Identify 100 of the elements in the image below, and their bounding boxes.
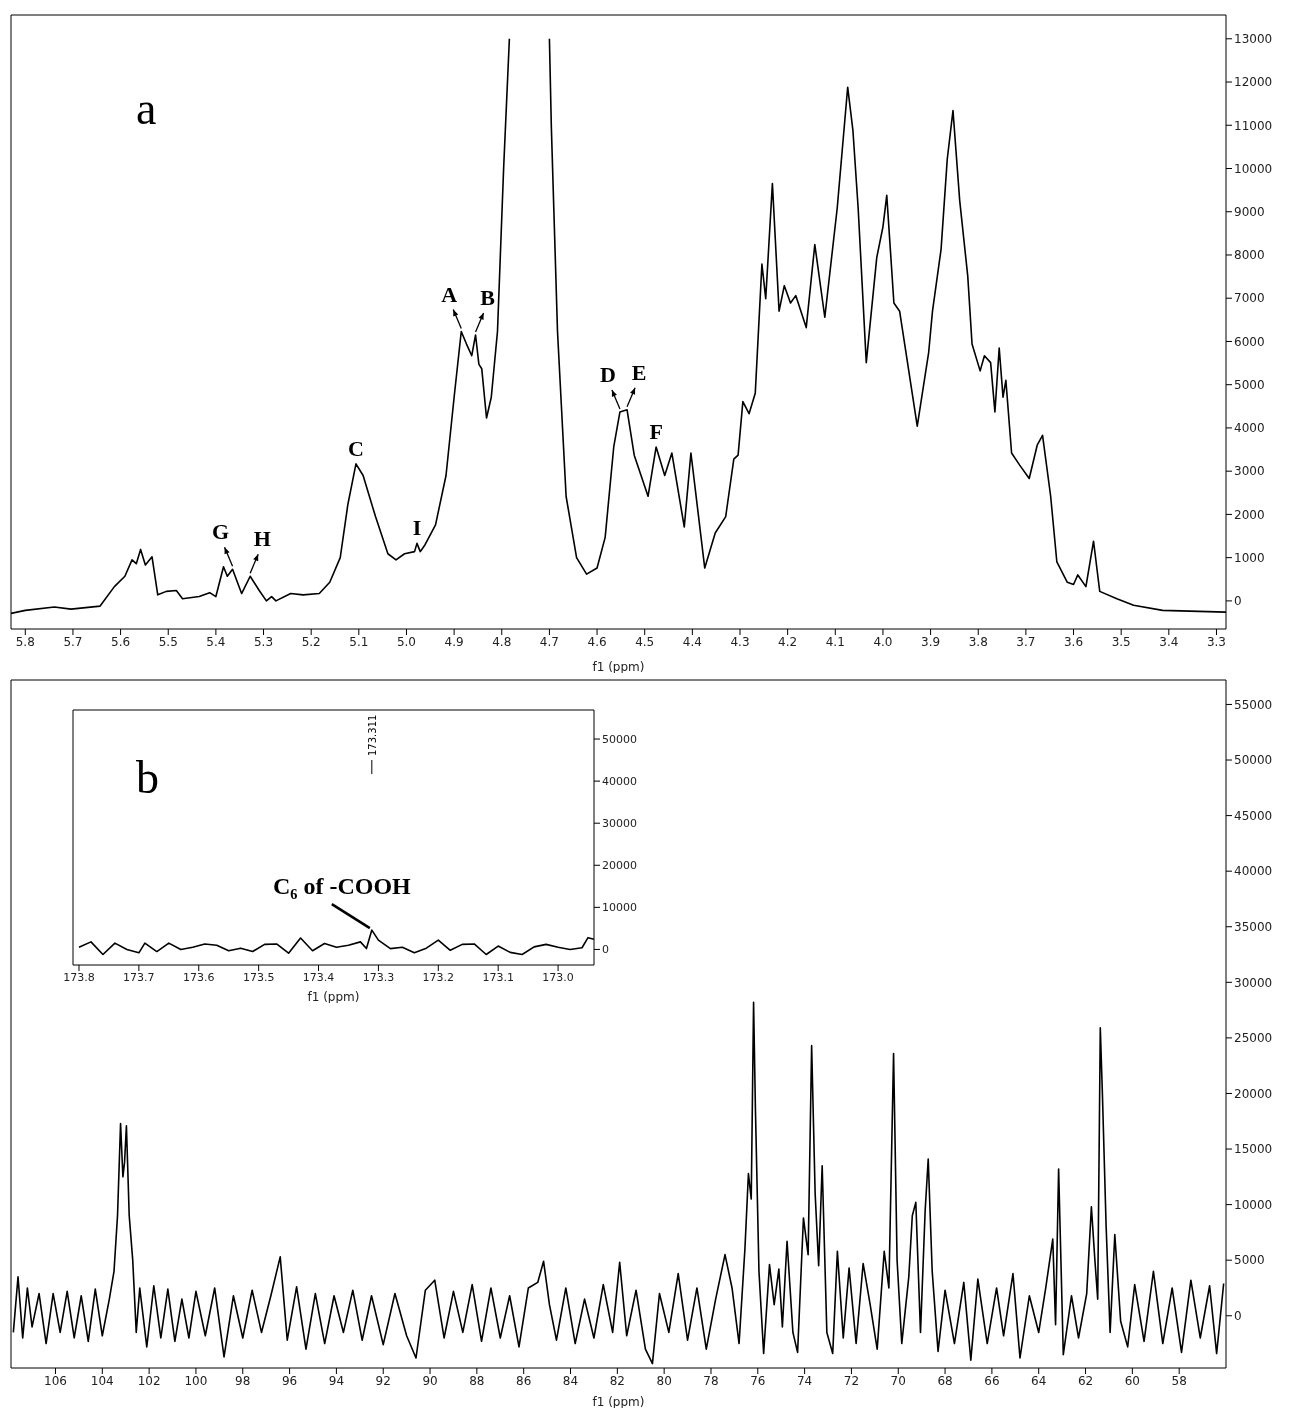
y-tick-label: 3000 [1234, 464, 1265, 479]
y-tick-label: 50000 [1234, 753, 1273, 768]
y-tick-label: 4000 [1234, 421, 1265, 436]
y-tick-label: 9000 [1234, 205, 1265, 219]
x-tick-label: 66 [984, 1373, 1000, 1388]
x-tick-label: 74 [796, 1373, 813, 1388]
x-tick-label: 173.8 [63, 970, 95, 984]
x-tick-label: 88 [469, 1373, 485, 1388]
x-tick-label: 72 [843, 1373, 860, 1388]
x-tick-label: 4.8 [492, 634, 512, 649]
y-tick-label: 10000 [602, 901, 637, 915]
x-tick-label: 173.4 [302, 970, 335, 984]
y-tick-label: 15000 [1234, 1142, 1273, 1157]
x-tick-label: 5.8 [15, 634, 35, 649]
x-tick-label: 4.0 [873, 634, 893, 649]
y-tick-label: 45000 [1234, 808, 1273, 823]
annotation: A [441, 281, 458, 307]
y-tick-label: 20000 [602, 859, 637, 873]
x-tick-label: 5.5 [158, 634, 178, 649]
x-tick-label: 58 [1171, 1373, 1187, 1388]
x-tick-label: 82 [609, 1373, 625, 1388]
x-tick-label: 4.4 [682, 634, 702, 649]
annotation: H [253, 526, 271, 552]
x-tick-label: 68 [937, 1373, 953, 1388]
x-tick-label: 3.7 [1016, 634, 1036, 649]
x-tick-label: 173.0 [542, 970, 574, 984]
x-tick-label: 62 [1077, 1373, 1094, 1388]
x-tick-label: 3.9 [921, 634, 941, 649]
y-tick-label: 25000 [1234, 1031, 1273, 1046]
y-tick-label: 0 [602, 943, 609, 957]
x-tick-label: 3.8 [968, 634, 988, 649]
annotation: D [599, 361, 616, 387]
x-tick-label: 94 [328, 1373, 345, 1388]
x-tick-label: 173.2 [422, 970, 455, 984]
x-tick-label: 4.9 [444, 634, 464, 649]
y-tick-label: 11000 [1234, 118, 1273, 133]
x-tick-label: 173.7 [123, 970, 155, 984]
y-tick-label: 10000 [1234, 161, 1273, 176]
x-tick-label: 70 [890, 1373, 906, 1388]
x-tick-label: 64 [1031, 1373, 1047, 1388]
x-tick-label: 3.3 [1206, 634, 1227, 649]
x-tick-label: 3.5 [1111, 634, 1131, 649]
x-tick-label: 5.1 [349, 634, 369, 649]
text: b [136, 752, 159, 803]
x-tick-label: 4.2 [778, 634, 798, 649]
x-tick-label: 60 [1124, 1373, 1140, 1388]
x-tick-label: 5.3 [253, 634, 274, 649]
x-tick-label: 92 [375, 1373, 391, 1388]
y-tick-label: 7000 [1234, 291, 1265, 306]
x-axis-title: f1 (ppm) [592, 660, 645, 674]
x-tick-label: 173.6 [183, 970, 215, 984]
x-tick-label: 173.1 [482, 970, 514, 984]
annotation: 173.311 [366, 714, 378, 756]
y-tick-label: 6000 [1234, 334, 1265, 349]
x-tick-label: 4.7 [539, 634, 559, 649]
x-tick-label: 5.2 [301, 634, 321, 649]
x-tick-label: 5.4 [206, 634, 226, 649]
text: a [136, 83, 157, 134]
x-tick-label: 5.6 [111, 634, 131, 649]
x-tick-label: 5.0 [396, 634, 417, 649]
annotation: G [212, 519, 230, 545]
x-tick-label: 100 [184, 1373, 208, 1388]
x-tick-label: 86 [516, 1373, 532, 1388]
x-tick-label: 4.5 [635, 634, 655, 649]
y-tick-label: 35000 [1234, 920, 1273, 935]
x-tick-label: 98 [235, 1373, 251, 1388]
x-tick-label: 5.7 [63, 634, 83, 649]
x-tick-label: 4.3 [730, 634, 750, 649]
x-tick-label: 173.5 [242, 970, 275, 984]
annotation: B [480, 284, 496, 310]
y-tick-label: 0 [1234, 1309, 1242, 1324]
y-tick-label: 20000 [1234, 1086, 1273, 1101]
x-tick-label: 173.3 [362, 970, 395, 984]
y-tick-label: 5000 [1234, 377, 1265, 392]
y-tick-label: 40000 [1234, 864, 1273, 879]
x-axis-title: f1 (ppm) [307, 990, 360, 1004]
y-tick-label: 5000 [1234, 1253, 1265, 1268]
x-axis-title: f1 (ppm) [592, 1395, 645, 1408]
x-tick-label: 96 [281, 1373, 298, 1388]
y-tick-label: 1000 [1234, 550, 1265, 565]
x-tick-label: 4.6 [587, 634, 607, 649]
x-tick-label: 102 [137, 1373, 161, 1388]
y-tick-label: 40000 [602, 775, 637, 789]
x-tick-label: 4.1 [825, 634, 845, 649]
y-tick-label: 50000 [602, 732, 637, 746]
x-tick-label: 3.4 [1159, 634, 1179, 649]
x-tick-label: 3.6 [1063, 634, 1084, 649]
y-tick-label: 30000 [1234, 975, 1273, 990]
x-tick-label: 80 [656, 1373, 672, 1388]
y-tick-label: 10000 [1234, 1197, 1273, 1212]
y-tick-label: 0 [1234, 594, 1242, 609]
x-tick-label: 78 [703, 1373, 719, 1388]
x-tick-label: 84 [562, 1373, 579, 1388]
annotation: F [649, 418, 663, 444]
x-tick-label: 106 [44, 1373, 67, 1388]
x-tick-label: 90 [422, 1373, 438, 1388]
x-tick-label: 104 [90, 1373, 114, 1388]
annotation: I [412, 515, 422, 541]
annotation: E [631, 359, 647, 385]
y-tick-label: 55000 [1234, 697, 1273, 712]
